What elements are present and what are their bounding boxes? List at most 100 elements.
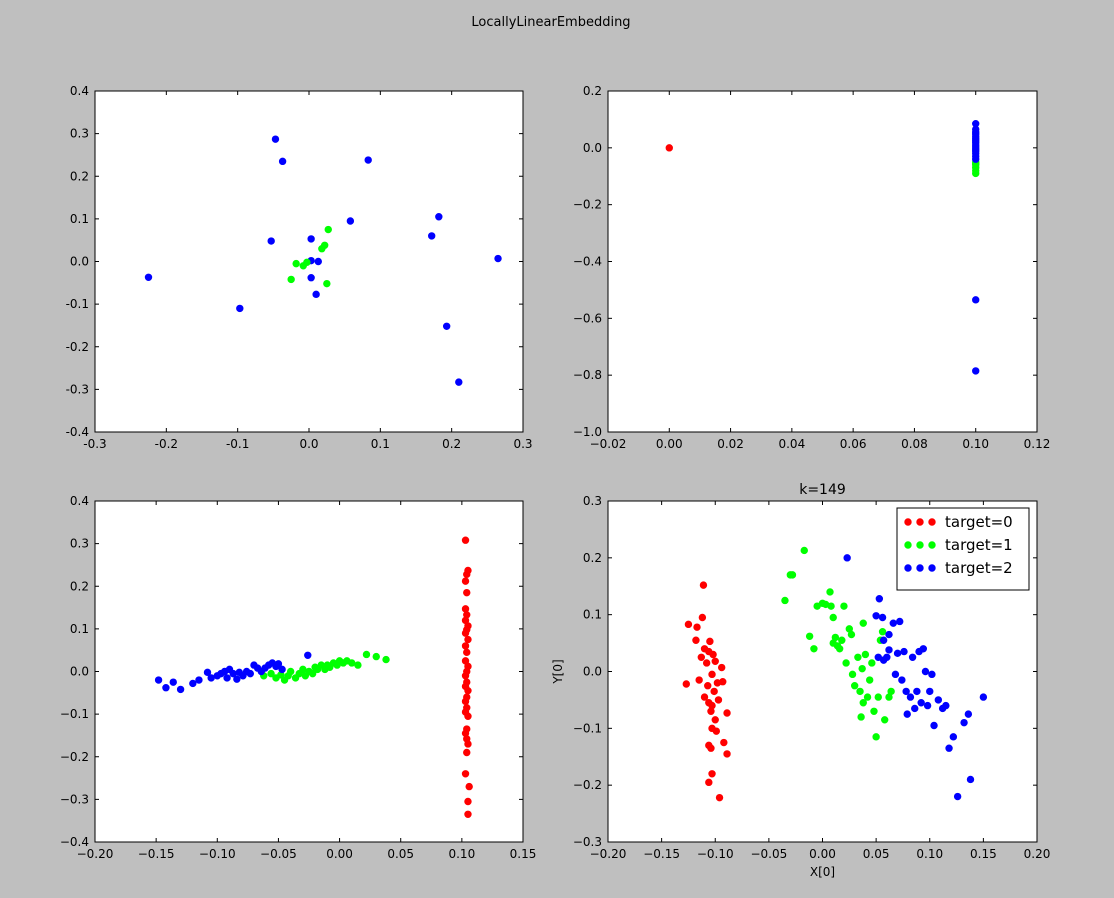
y-tick-label: −0.1 <box>573 721 602 735</box>
data-point <box>354 661 362 669</box>
y-tick-label: 0.3 <box>70 537 89 551</box>
y-tick-label: 0.0 <box>583 141 602 155</box>
x-tick-label: -0.1 <box>226 437 249 451</box>
x-tick-label: 0.00 <box>656 437 683 451</box>
data-point <box>706 637 714 646</box>
data-point <box>829 613 837 622</box>
y-tick-label: -0.4 <box>66 425 89 439</box>
legend-label: target=2 <box>945 559 1013 577</box>
data-point <box>463 748 471 757</box>
data-point <box>913 687 921 696</box>
data-point <box>704 682 712 690</box>
data-point <box>878 613 887 622</box>
data-point <box>695 676 703 684</box>
x-tick-label: 0.02 <box>717 437 744 451</box>
data-point <box>942 701 950 710</box>
series <box>461 536 473 818</box>
data-point <box>461 672 470 680</box>
data-point <box>921 667 930 676</box>
legend-marker <box>904 564 912 572</box>
data-point <box>930 721 938 730</box>
data-point <box>719 678 727 686</box>
data-point <box>708 770 716 778</box>
y-tick-label: −0.1 <box>60 707 89 721</box>
y-tick-label: -0.3 <box>66 382 89 396</box>
data-point <box>707 744 715 752</box>
data-point <box>953 792 962 801</box>
x-tick-label: 0.12 <box>1024 437 1051 451</box>
data-point <box>786 571 795 579</box>
legend: target=0 target=1 target=2 <box>896 507 1030 591</box>
data-point <box>893 649 902 658</box>
legend-label: target=1 <box>945 536 1013 554</box>
data-point <box>307 273 315 282</box>
y-tick-label: 0.4 <box>70 494 89 508</box>
data-point <box>928 670 936 679</box>
data-point <box>854 653 862 661</box>
series <box>843 554 988 801</box>
data-point <box>461 642 470 650</box>
data-point <box>464 686 472 695</box>
x-tick-label: 0.10 <box>916 847 943 861</box>
data-point <box>303 258 311 267</box>
data-point <box>362 650 371 659</box>
data-point <box>872 612 880 620</box>
data-point <box>461 629 470 637</box>
legend-marker <box>916 541 924 549</box>
series <box>972 119 980 375</box>
data-point <box>891 670 900 679</box>
data-point <box>887 687 895 696</box>
data-point <box>154 676 163 684</box>
data-point <box>872 733 880 741</box>
data-point <box>304 651 312 660</box>
data-point <box>966 775 975 784</box>
y-tick-label: 0.1 <box>70 622 89 636</box>
series <box>287 225 332 288</box>
data-point <box>382 655 390 664</box>
data-point <box>314 257 322 266</box>
x-tick-label: 0.06 <box>840 437 867 451</box>
data-point <box>278 665 286 674</box>
data-point <box>972 169 980 178</box>
data-point <box>176 685 185 694</box>
data-point <box>879 636 888 644</box>
data-point <box>865 676 874 684</box>
x-tick-label: 0.10 <box>448 847 475 861</box>
y-tick-label: −1.0 <box>573 425 602 439</box>
data-point <box>320 241 329 250</box>
subplot-title: k=149 <box>799 482 846 498</box>
data-point <box>233 675 241 683</box>
data-point <box>464 797 472 806</box>
data-point <box>723 750 731 758</box>
data-point <box>461 605 470 613</box>
y-tick-label: 0.2 <box>583 551 602 565</box>
data-point <box>870 707 878 715</box>
series <box>154 651 312 694</box>
subplot-1: -0.3 -0.2 -0.1 0.0 0.1 0.2 0.3-0.4-0.3-0.2-0.1… <box>66 84 533 451</box>
data-point <box>267 237 275 245</box>
data-point <box>223 674 231 682</box>
data-point <box>364 156 372 164</box>
data-point <box>711 657 719 665</box>
y-tick-label: 0.1 <box>583 608 602 622</box>
x-tick-label: 0.15 <box>510 847 537 861</box>
figure-suptitle: LocallyLinearEmbedding <box>471 15 630 30</box>
legend-marker <box>928 541 936 549</box>
x-tick-label: 0.05 <box>863 847 890 861</box>
data-point <box>972 155 980 163</box>
legend-marker <box>928 518 936 526</box>
y-tick-label: -0.1 <box>66 297 89 311</box>
data-point <box>847 630 856 639</box>
data-point <box>903 710 911 718</box>
data-point <box>842 659 850 667</box>
data-point <box>292 259 300 268</box>
x-tick-label: −0.10 <box>697 847 734 861</box>
data-point <box>934 696 943 704</box>
data-point <box>442 322 451 330</box>
x-tick-label: −0.15 <box>643 847 680 861</box>
data-point <box>464 740 472 748</box>
y-tick-label: −0.3 <box>60 792 89 806</box>
data-point <box>461 536 470 544</box>
data-point <box>850 682 859 690</box>
legend-marker <box>904 518 912 526</box>
